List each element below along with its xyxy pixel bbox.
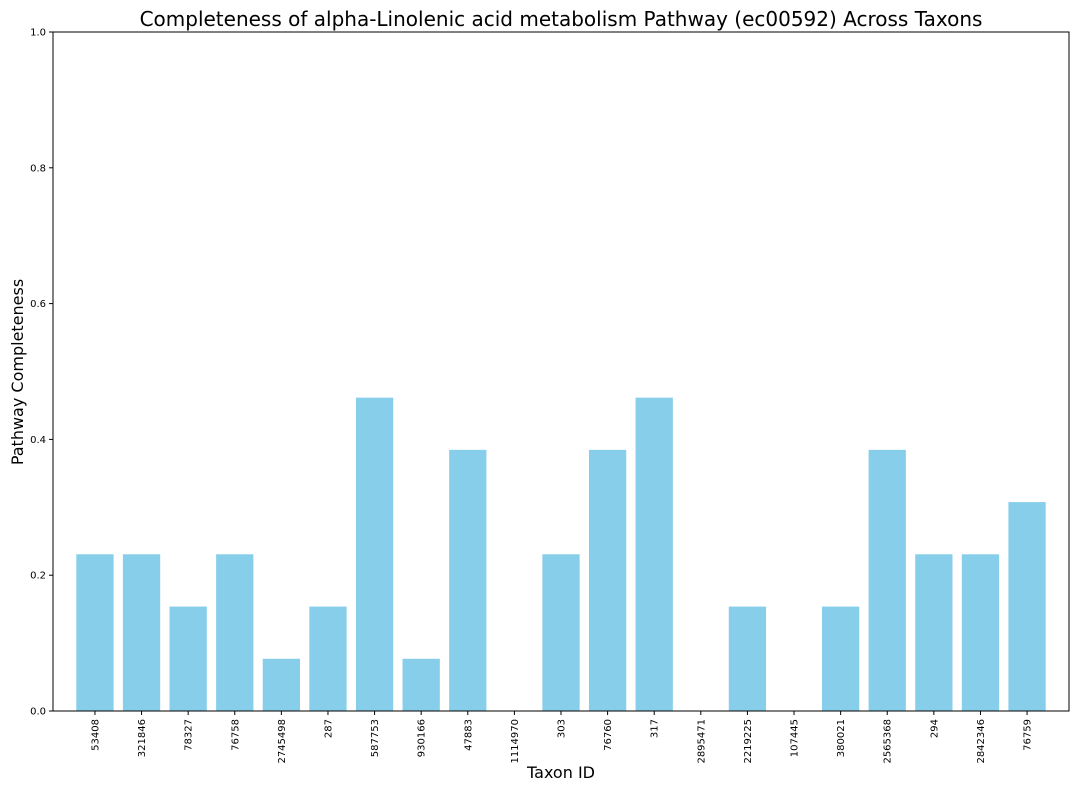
bars-group — [76, 397, 1046, 711]
x-tick-label: 2895471 — [696, 719, 707, 764]
x-tick-label: 287 — [323, 719, 334, 738]
x-tick-label: 2219225 — [743, 719, 754, 764]
x-tick-label: 930166 — [417, 719, 428, 757]
bar — [821, 606, 860, 711]
bar — [402, 658, 440, 711]
y-tick-label: 0.2 — [30, 571, 46, 582]
y-tick-label: 0.8 — [30, 163, 46, 174]
x-tick-label: 380021 — [836, 719, 847, 757]
x-tick-label: 2745498 — [277, 719, 288, 764]
x-tick-label: 78327 — [184, 719, 195, 751]
x-tick-label: 47883 — [463, 719, 474, 751]
bar — [542, 554, 580, 711]
bar — [728, 606, 767, 711]
x-tick-label: 76759 — [1023, 719, 1034, 751]
y-axis-label: Pathway Completeness — [8, 279, 27, 465]
y-axis-ticks: 0.0 0.2 0.4 0.6 0.8 1.0 — [30, 28, 53, 718]
bar — [915, 554, 953, 711]
plot-frame — [52, 31, 1070, 712]
y-tick-label: 0.0 — [30, 707, 46, 718]
y-tick-label: 1.0 — [30, 28, 46, 39]
x-axis-ticks: 53408 321846 78327 76758 2745498 287 587753 930… — [90, 711, 1034, 764]
bar — [216, 554, 254, 711]
x-tick-label: 53408 — [90, 719, 101, 751]
bar — [76, 554, 114, 711]
y-tick-label: 0.4 — [30, 435, 46, 446]
bar — [355, 397, 394, 711]
x-tick-label: 2842346 — [976, 719, 987, 764]
x-tick-label: 107445 — [790, 719, 801, 757]
x-tick-label: 76758 — [230, 719, 241, 751]
chart-title: Completeness of alpha-Linolenic acid met… — [140, 7, 983, 31]
y-tick-label: 0.6 — [30, 299, 46, 310]
x-axis-label: Taxon ID — [526, 763, 595, 782]
bar — [122, 554, 161, 711]
x-tick-label: 321846 — [137, 719, 148, 757]
bar — [449, 449, 487, 711]
x-tick-label: 76760 — [603, 719, 614, 751]
x-tick-label: 587753 — [370, 719, 381, 757]
bar — [961, 554, 1000, 711]
x-tick-label: 303 — [557, 719, 568, 738]
x-tick-label: 2565368 — [883, 719, 894, 764]
bar — [635, 397, 673, 711]
x-tick-label: 317 — [650, 719, 661, 738]
bar — [309, 606, 347, 711]
bar — [262, 658, 301, 711]
bar — [588, 449, 627, 711]
x-tick-label: 1114970 — [510, 719, 521, 764]
bar — [1008, 502, 1046, 711]
bar — [169, 606, 207, 711]
bar — [868, 449, 906, 711]
x-tick-label: 294 — [929, 719, 940, 738]
